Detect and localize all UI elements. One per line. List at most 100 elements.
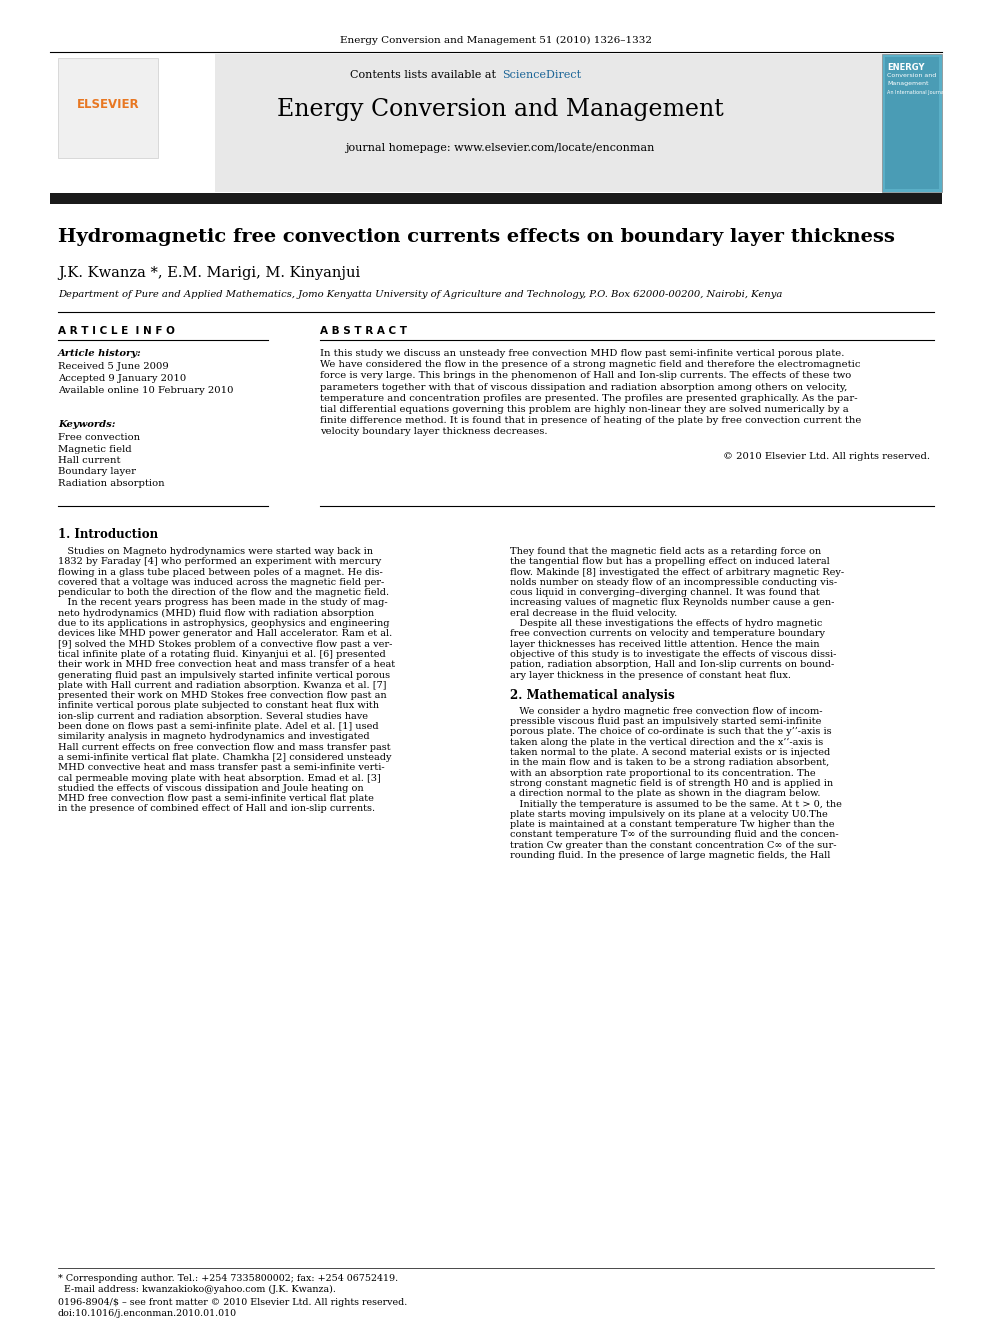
Text: pendicular to both the direction of the flow and the magnetic field.: pendicular to both the direction of the … [58,589,389,597]
Text: infinite vertical porous plate subjected to constant heat flux with: infinite vertical porous plate subjected… [58,701,379,710]
Text: flow. Makinde [8] investigated the effect of arbitrary magnetic Rey-: flow. Makinde [8] investigated the effec… [510,568,844,577]
Text: 1832 by Faraday [4] who performed an experiment with mercury: 1832 by Faraday [4] who performed an exp… [58,557,381,566]
Text: 2. Mathematical analysis: 2. Mathematical analysis [510,689,675,703]
Text: We have considered the flow in the presence of a strong magnetic field and there: We have considered the flow in the prese… [320,360,860,369]
Text: temperature and concentration profiles are presented. The profiles are presented: temperature and concentration profiles a… [320,394,858,402]
Text: taken normal to the plate. A second material exists or is injected: taken normal to the plate. A second mate… [510,747,830,757]
Text: devices like MHD power generator and Hall accelerator. Ram et al.: devices like MHD power generator and Hal… [58,630,392,639]
Text: doi:10.1016/j.enconman.2010.01.010: doi:10.1016/j.enconman.2010.01.010 [58,1308,237,1318]
Text: Available online 10 February 2010: Available online 10 February 2010 [58,386,233,396]
Bar [58,58,158,157]
Text: the tangential flow but has a propelling effect on induced lateral: the tangential flow but has a propelling… [510,557,829,566]
Text: a direction normal to the plate as shown in the diagram below.: a direction normal to the plate as shown… [510,790,820,798]
Text: layer thicknesses has received little attention. Hence the main: layer thicknesses has received little at… [510,640,819,648]
Text: ScienceDirect: ScienceDirect [502,70,581,79]
Text: presented their work on MHD Stokes free convection flow past an: presented their work on MHD Stokes free … [58,691,387,700]
Text: tration Cw greater than the constant concentration C∞ of the sur-: tration Cw greater than the constant con… [510,841,836,849]
Text: in the main flow and is taken to be a strong radiation absorbent,: in the main flow and is taken to be a st… [510,758,829,767]
Text: finite difference method. It is found that in presence of heating of the plate b: finite difference method. It is found th… [320,417,861,425]
Bar [50,193,942,204]
Text: nolds number on steady flow of an incompressible conducting vis-: nolds number on steady flow of an incomp… [510,578,837,587]
Text: Hydromagnetic free convection currents effects on boundary layer thickness: Hydromagnetic free convection currents e… [58,228,895,246]
Text: ELSEVIER: ELSEVIER [76,98,139,111]
Bar [882,54,942,192]
Text: cous liquid in converging–diverging channel. It was found that: cous liquid in converging–diverging chan… [510,589,819,597]
Text: Studies on Magneto hydrodynamics were started way back in: Studies on Magneto hydrodynamics were st… [58,546,373,556]
Text: In this study we discuss an unsteady free convection MHD flow past semi-infinite: In this study we discuss an unsteady fre… [320,349,844,359]
Text: Keywords:: Keywords: [58,419,115,429]
Text: MHD convective heat and mass transfer past a semi-infinite verti-: MHD convective heat and mass transfer pa… [58,763,385,773]
Text: pation, radiation absorption, Hall and Ion-slip currents on bound-: pation, radiation absorption, Hall and I… [510,660,834,669]
Text: Conversion and: Conversion and [887,73,936,78]
Text: tical infinite plate of a rotating fluid. Kinyanjui et al. [6] presented: tical infinite plate of a rotating fluid… [58,650,386,659]
Text: force is very large. This brings in the phenomenon of Hall and Ion-slip currents: force is very large. This brings in the … [320,372,851,381]
Text: a semi-infinite vertical flat plate. Chamkha [2] considered unsteady: a semi-infinite vertical flat plate. Cha… [58,753,392,762]
Text: © 2010 Elsevier Ltd. All rights reserved.: © 2010 Elsevier Ltd. All rights reserved… [723,452,930,460]
Text: A R T I C L E  I N F O: A R T I C L E I N F O [58,325,175,336]
Bar [50,54,942,192]
Text: Initially the temperature is assumed to be the same. At t > 0, the: Initially the temperature is assumed to … [510,799,842,808]
Text: Free convection: Free convection [58,433,140,442]
Text: free convection currents on velocity and temperature boundary: free convection currents on velocity and… [510,630,825,639]
Text: strong constant magnetic field is of strength H0 and is applied in: strong constant magnetic field is of str… [510,779,833,789]
Text: generating fluid past an impulsively started infinite vertical porous: generating fluid past an impulsively sta… [58,671,390,680]
Text: Article history:: Article history: [58,349,142,359]
Text: Hall current effects on free convection flow and mass transfer past: Hall current effects on free convection … [58,742,391,751]
Text: been done on flows past a semi-infinite plate. Adel et al. [1] used: been done on flows past a semi-infinite … [58,722,379,732]
Text: E-mail address: kwanzakioko@yahoo.com (J.K. Kwanza).: E-mail address: kwanzakioko@yahoo.com (J… [58,1285,336,1294]
Text: They found that the magnetic field acts as a retarding force on: They found that the magnetic field acts … [510,546,821,556]
Text: Despite all these investigations the effects of hydro magnetic: Despite all these investigations the eff… [510,619,822,628]
Text: * Corresponding author. Tel.: +254 7335800002; fax: +254 06752419.: * Corresponding author. Tel.: +254 73358… [58,1274,398,1283]
Text: Received 5 June 2009: Received 5 June 2009 [58,363,169,370]
Text: journal homepage: www.elsevier.com/locate/enconman: journal homepage: www.elsevier.com/locat… [345,143,655,153]
Text: ary layer thickness in the presence of constant heat flux.: ary layer thickness in the presence of c… [510,671,791,680]
Text: Energy Conversion and Management: Energy Conversion and Management [277,98,723,120]
Text: Boundary layer: Boundary layer [58,467,136,476]
Text: Energy Conversion and Management 51 (2010) 1326–1332: Energy Conversion and Management 51 (201… [340,36,652,45]
Text: plate is maintained at a constant temperature Tw higher than the: plate is maintained at a constant temper… [510,820,834,830]
Text: studied the effects of viscous dissipation and Joule heating on: studied the effects of viscous dissipati… [58,785,364,792]
Text: flowing in a glass tube placed between poles of a magnet. He dis-: flowing in a glass tube placed between p… [58,568,383,577]
Text: ENERGY: ENERGY [887,64,925,71]
Text: Magnetic field: Magnetic field [58,445,132,454]
Text: Accepted 9 January 2010: Accepted 9 January 2010 [58,374,186,382]
Text: In the recent years progress has been made in the study of mag-: In the recent years progress has been ma… [58,598,388,607]
Text: Contents lists available at: Contents lists available at [350,70,500,79]
Text: neto hydrodynamics (MHD) fluid flow with radiation absorption: neto hydrodynamics (MHD) fluid flow with… [58,609,374,618]
Text: covered that a voltage was induced across the magnetic field per-: covered that a voltage was induced acros… [58,578,384,587]
Text: similarity analysis in magneto hydrodynamics and investigated: similarity analysis in magneto hydrodyna… [58,733,370,741]
Text: porous plate. The choice of co-ordinate is such that the y’’-axis is: porous plate. The choice of co-ordinate … [510,728,831,737]
Text: eral decrease in the fluid velocity.: eral decrease in the fluid velocity. [510,609,678,618]
Text: Radiation absorption: Radiation absorption [58,479,165,488]
Text: due to its applications in astrophysics, geophysics and engineering: due to its applications in astrophysics,… [58,619,390,628]
Text: Hall current: Hall current [58,456,120,464]
Text: ion-slip current and radiation absorption. Several studies have: ion-slip current and radiation absorptio… [58,712,368,721]
Text: tial differential equations governing this problem are highly non-linear they ar: tial differential equations governing th… [320,405,849,414]
Text: plate starts moving impulsively on its plane at a velocity U0.The: plate starts moving impulsively on its p… [510,810,827,819]
Text: MHD free convection flow past a semi-infinite vertical flat plate: MHD free convection flow past a semi-inf… [58,794,374,803]
Text: 0196-8904/$ – see front matter © 2010 Elsevier Ltd. All rights reserved.: 0196-8904/$ – see front matter © 2010 El… [58,1298,408,1307]
Text: [9] solved the MHD Stokes problem of a convective flow past a ver-: [9] solved the MHD Stokes problem of a c… [58,640,393,648]
Text: velocity boundary layer thickness decreases.: velocity boundary layer thickness decrea… [320,427,548,437]
Bar [885,57,939,189]
Text: rounding fluid. In the presence of large magnetic fields, the Hall: rounding fluid. In the presence of large… [510,851,830,860]
Text: their work in MHD free convection heat and mass transfer of a heat: their work in MHD free convection heat a… [58,660,395,669]
Text: constant temperature T∞ of the surrounding fluid and the concen-: constant temperature T∞ of the surroundi… [510,831,838,840]
Text: An International Journal: An International Journal [887,90,945,95]
Text: cal permeable moving plate with heat absorption. Emad et al. [3]: cal permeable moving plate with heat abs… [58,774,381,783]
Text: We consider a hydro magnetic free convection flow of incom-: We consider a hydro magnetic free convec… [510,706,822,716]
Text: objective of this study is to investigate the effects of viscous dissi-: objective of this study is to investigat… [510,650,836,659]
Text: taken along the plate in the vertical direction and the x’’-axis is: taken along the plate in the vertical di… [510,738,823,746]
Text: pressible viscous fluid past an impulsively started semi-infinite: pressible viscous fluid past an impulsiv… [510,717,821,726]
Text: increasing values of magnetic flux Reynolds number cause a gen-: increasing values of magnetic flux Reyno… [510,598,834,607]
Text: in the presence of combined effect of Hall and ion-slip currents.: in the presence of combined effect of Ha… [58,804,375,814]
Text: J.K. Kwanza *, E.M. Marigi, M. Kinyanjui: J.K. Kwanza *, E.M. Marigi, M. Kinyanjui [58,266,360,280]
Text: with an absorption rate proportional to its concentration. The: with an absorption rate proportional to … [510,769,815,778]
Text: Management: Management [887,81,929,86]
Text: A B S T R A C T: A B S T R A C T [320,325,407,336]
Text: plate with Hall current and radiation absorption. Kwanza et al. [7]: plate with Hall current and radiation ab… [58,681,387,689]
Bar [50,54,215,192]
Text: Department of Pure and Applied Mathematics, Jomo Kenyatta University of Agricult: Department of Pure and Applied Mathemati… [58,290,783,299]
Text: 1. Introduction: 1. Introduction [58,528,158,541]
Text: parameters together with that of viscous dissipation and radiation absorption am: parameters together with that of viscous… [320,382,847,392]
